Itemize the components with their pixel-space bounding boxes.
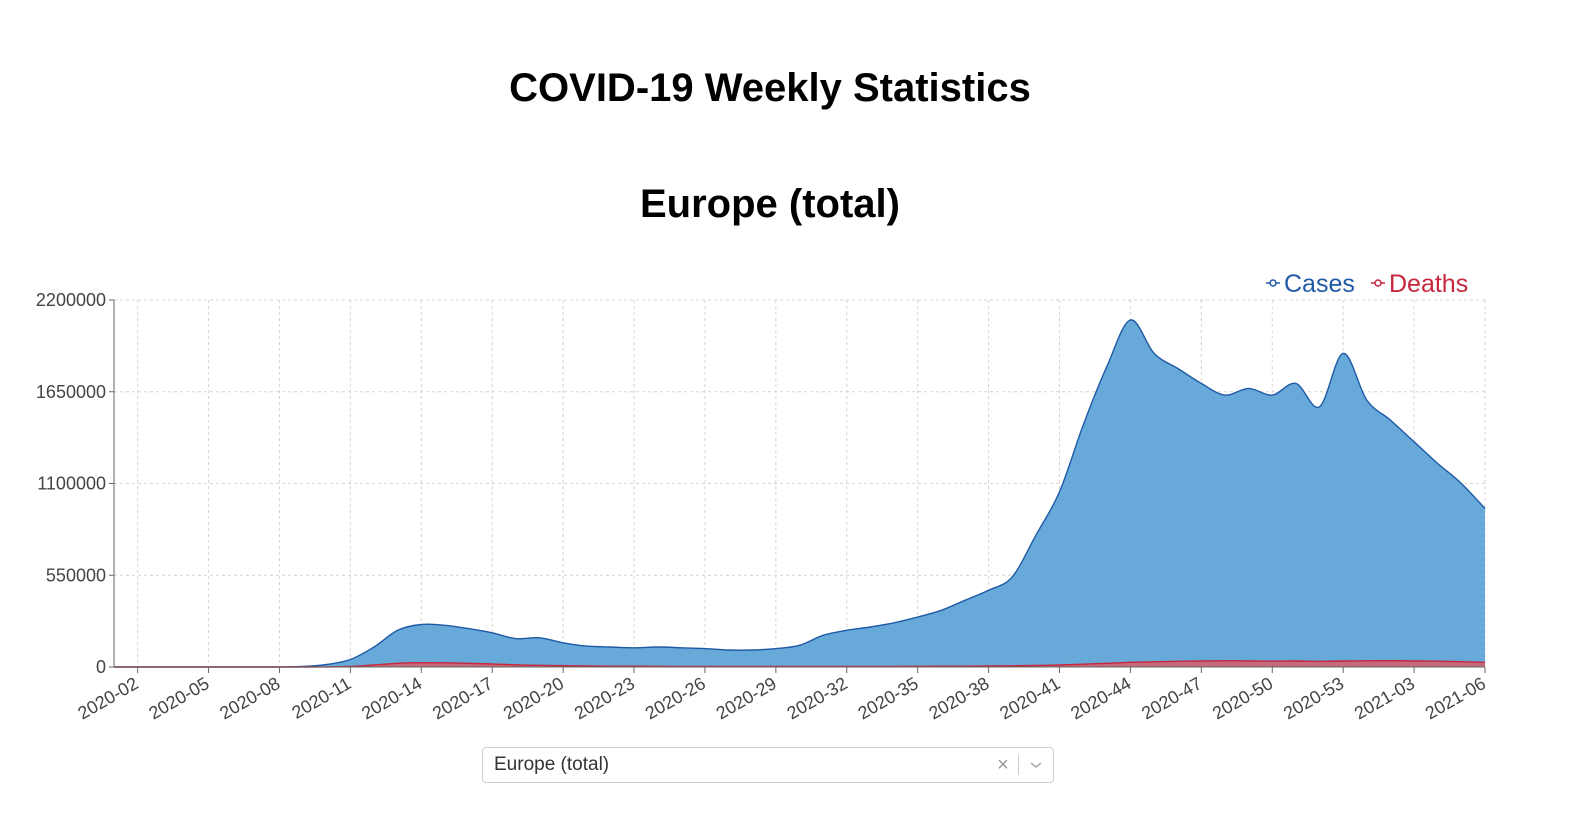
x-tick-label: 2020-32 [784, 673, 851, 723]
y-tick-label: 0 [96, 657, 106, 677]
x-tick-label: 2020-53 [1280, 673, 1347, 723]
x-tick-label: 2020-44 [1067, 673, 1134, 723]
x-tick-label: 2020-08 [216, 673, 283, 723]
legend: Cases Deaths [1266, 270, 1468, 298]
x-tick-label: 2020-41 [996, 673, 1063, 723]
x-tick-label: 2020-14 [358, 673, 425, 723]
legend-marker-dot [1269, 279, 1277, 287]
x-tick-label: 2020-20 [500, 673, 567, 723]
legend-label: Deaths [1389, 270, 1468, 298]
x-tick-label: 2020-26 [642, 673, 709, 723]
y-tick-label: 2200000 [36, 290, 106, 310]
y-tick-label: 1650000 [36, 382, 106, 402]
y-tick-label: 1100000 [37, 474, 106, 494]
clear-icon[interactable]: × [997, 753, 1009, 776]
x-tick-label: 2020-11 [288, 673, 354, 723]
x-tick-labels: 2020-02 2020-05 2020-08 2020-11 2020-14 2020-… [74, 673, 1489, 723]
series-line-cases [113, 319, 1486, 668]
x-tick-label: 2021-03 [1351, 673, 1418, 723]
legend-marker-dot [1374, 279, 1382, 287]
x-tick-label: 2020-35 [854, 673, 921, 723]
y-tick-labels: 0 550000 1100000 1650000 2200000 [36, 290, 106, 677]
legend-label: Cases [1284, 270, 1355, 298]
x-tick-label: 2020-47 [1138, 673, 1205, 723]
x-tick-label: 2020-02 [74, 673, 141, 723]
x-tick-label: 2020-38 [925, 673, 992, 723]
x-tick-label: 2020-05 [145, 673, 212, 723]
x-tick-label: 2020-17 [429, 673, 496, 723]
axes [109, 299, 1486, 673]
series-area-cases [114, 319, 1485, 667]
region-select[interactable]: Europe (total) × [482, 747, 1054, 783]
x-tick-label: 2021-06 [1422, 673, 1489, 723]
y-tick-label: 550000 [46, 565, 106, 585]
chart-title: Europe (total) [640, 182, 900, 226]
region-select-value: Europe (total) [494, 754, 610, 775]
legend-item-deaths[interactable]: Deaths [1371, 270, 1468, 298]
legend-item-cases[interactable]: Cases [1266, 270, 1355, 298]
chevron-down-icon[interactable] [1019, 760, 1053, 770]
select-separator [1018, 755, 1019, 775]
x-tick-label: 2020-50 [1209, 673, 1276, 723]
x-tick-label: 2020-23 [571, 673, 638, 723]
x-tick-label: 2020-29 [713, 673, 780, 723]
page-title: COVID-19 Weekly Statistics [509, 66, 1031, 110]
series-areas [113, 319, 1486, 668]
